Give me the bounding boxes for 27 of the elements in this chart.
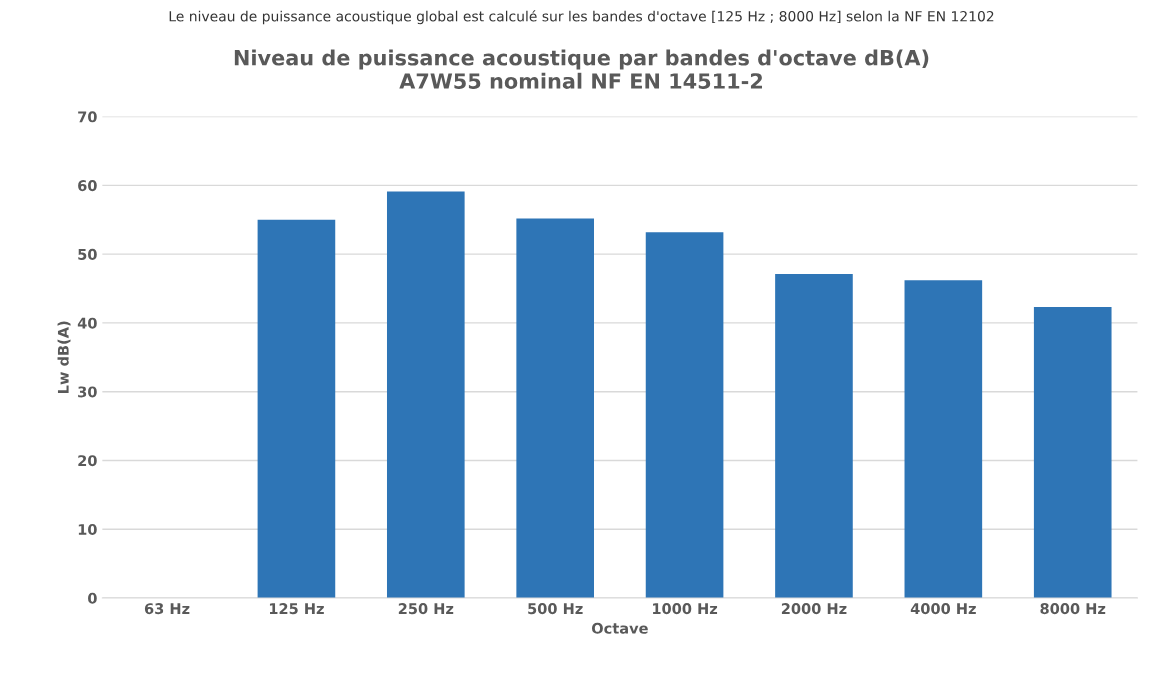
bar <box>257 219 336 598</box>
y-axis-title: Lw dB(A) <box>57 321 71 393</box>
x-tick-label: 250 Hz <box>398 603 454 615</box>
x-tick-label: 2000 Hz <box>781 603 847 615</box>
y-tick-label: 20 <box>78 455 97 467</box>
bar <box>1033 307 1112 598</box>
y-tick-label: 50 <box>78 248 97 260</box>
text: Le niveau de puissance acoustique global est calculé sur les bandes d'octave [125 Hz ; 8000 Hz] selon la NF EN 12102 <box>169 10 994 25</box>
chart-title: Niveau de puissance acoustique par bandes d'octave dB(A) A7W55 nominal NF EN 14511-2 <box>234 49 929 89</box>
y-tick-label: 40 <box>77 317 97 329</box>
bar <box>904 280 983 598</box>
y-tick-label: 60 <box>78 180 97 192</box>
x-tick-label: 1000 Hz <box>653 603 718 615</box>
y-tick-label: 30 <box>78 386 97 398</box>
x-tick-label: 500 Hz <box>528 603 583 615</box>
y-tick-label: 0 <box>88 592 97 604</box>
x-tick-label: 4000 Hz <box>910 603 976 615</box>
y-tick-label: 70 <box>78 111 97 123</box>
bar <box>645 232 724 598</box>
x-tick-label: 125 Hz <box>269 603 324 615</box>
x-axis-title: Octave <box>591 622 648 634</box>
bar <box>516 218 594 598</box>
x-tick-label: 8000 Hz <box>1040 603 1106 615</box>
bar <box>386 191 465 598</box>
bar <box>775 274 853 598</box>
x-tick-label: 63 Hz <box>144 603 190 615</box>
y-tick-label: 10 <box>78 523 97 535</box>
